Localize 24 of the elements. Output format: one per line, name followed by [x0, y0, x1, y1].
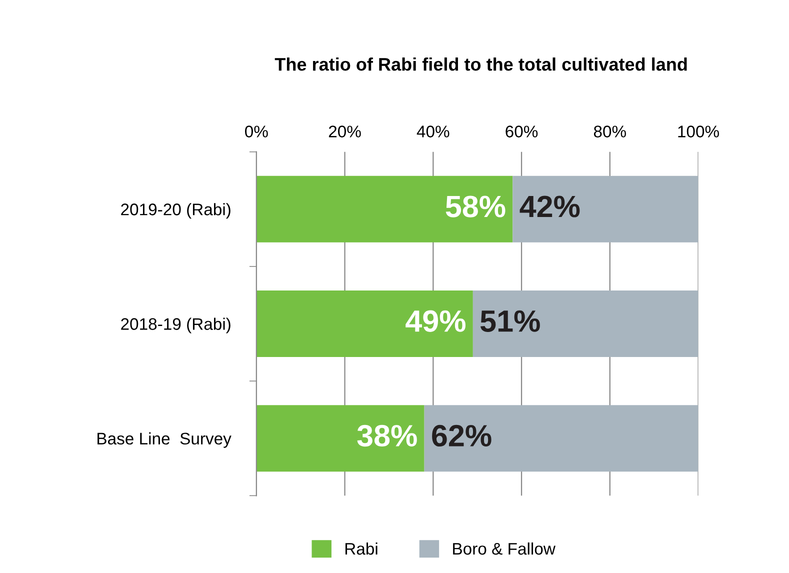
y-tick-label: Base Line Survey: [98, 432, 232, 448]
data-label: 38%: [357, 424, 417, 447]
data-label: 58%: [446, 196, 506, 218]
legend-label: Rabi: [345, 542, 378, 555]
data-label: 42%: [520, 196, 580, 218]
x-tick-label: 0%: [245, 126, 268, 138]
data-label: 49%: [406, 310, 466, 332]
x-tick-label: 80%: [594, 126, 626, 138]
legend-label: Boro & Fallow: [453, 542, 556, 555]
y-tick-label: 2019-20 (Rabi): [121, 203, 230, 219]
x-tick-label: 40%: [416, 126, 450, 138]
x-tick-label: 60%: [506, 126, 538, 138]
bar: [256, 176, 513, 242]
chart-title: The ratio of Rabi field to the total cultivated land: [274, 57, 687, 71]
bar: [256, 405, 424, 472]
data-label: 51%: [480, 310, 540, 332]
bar: [424, 405, 698, 472]
x-tick-label: 100%: [678, 126, 719, 138]
bar: [512, 176, 698, 242]
bar: [256, 290, 473, 357]
data-label: 62%: [432, 424, 492, 447]
y-tick-label: 2018-19 (Rabi): [121, 318, 230, 334]
x-tick-label: 20%: [328, 126, 361, 138]
bar: [472, 290, 698, 357]
